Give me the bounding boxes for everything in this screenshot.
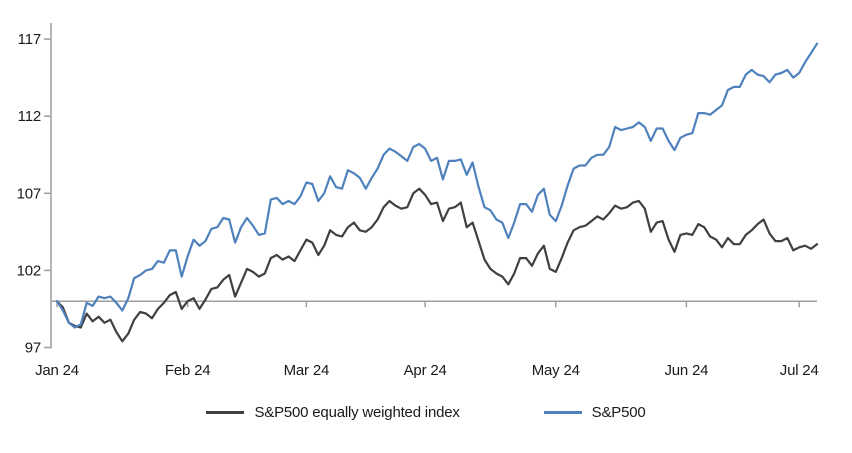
legend-line-swatch-equal-weight [206,411,245,414]
series-line-1 [55,42,819,329]
legend-item-equal-weight: S&P500 equally weighted index [206,404,460,421]
x-tick-label: Jun 24 [664,362,708,379]
legend-label-equal-weight: S&P500 equally weighted index [254,404,460,421]
y-tick-label: 107 [17,185,41,202]
y-tick-label: 97 [25,340,41,357]
y-tick-label: 102 [17,262,41,279]
legend-line-swatch-sp500 [543,411,582,414]
x-tick-label: May 24 [532,362,580,379]
x-tick-label: Mar 24 [284,362,330,379]
x-tick-label: Apr 24 [404,362,447,379]
legend-item-sp500: S&P500 [543,404,646,421]
chart-legend: S&P500 equally weighted index S&P500 [0,404,852,421]
legend-label-sp500: S&P500 [591,404,646,421]
x-tick-label: Feb 24 [165,362,211,379]
series-line-0 [55,187,819,343]
y-tick-label: 112 [18,108,41,125]
line-chart: 117 112 107 102 97 Jan 24 Feb 24 Mar 24 Apr 24 Ma… [17,23,819,379]
x-tick-label: Jul 24 [780,362,819,379]
x-tick-label: Jan 24 [35,362,79,379]
y-tick-label: 117 [18,31,41,48]
